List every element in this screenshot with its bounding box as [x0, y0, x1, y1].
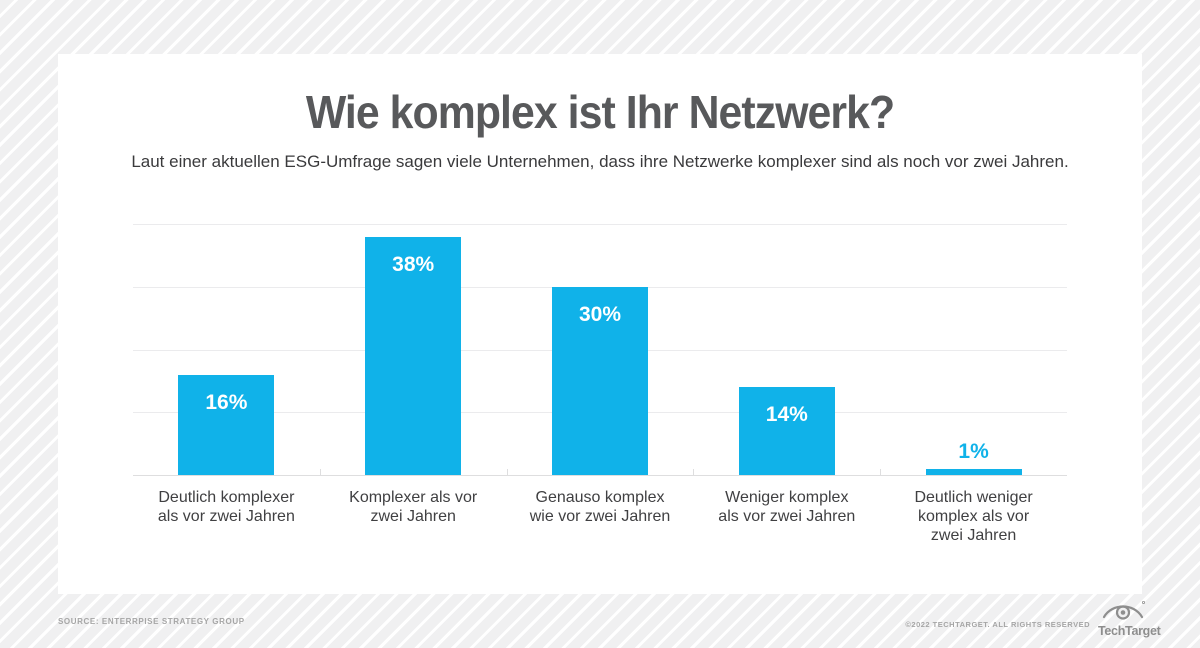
- bar-chart-column: 30% Genauso komplex wie vor zwei Jahren: [507, 225, 694, 525]
- x-axis-tick: [319, 469, 321, 476]
- bar-chart-column: 1% Deutlich weniger komplex als vor zwei …: [880, 225, 1067, 544]
- bar-chart-column: 16% Deutlich komplexer als vor zwei Jahre…: [133, 225, 320, 525]
- category-label: Deutlich weniger komplex als vor zwei Ja…: [914, 489, 1033, 544]
- bar: [551, 286, 648, 475]
- bar-value-label: 1%: [958, 439, 989, 463]
- footer: SOURCE: ENTERRPISE STRATEGY GROUP ©2022 …: [58, 594, 1161, 648]
- bar-value-label: 30%: [578, 302, 621, 326]
- category-label: Deutlich komplexer als vor zwei Jahren: [157, 489, 295, 525]
- bar-chart-plot-area: 16% Deutlich komplexer als vor zwei Jahre…: [133, 224, 1067, 544]
- gridline: [133, 224, 1067, 225]
- bar: [365, 236, 462, 475]
- source-text: SOURCE: ENTERRPISE STRATEGY GROUP: [58, 617, 245, 626]
- bar: [925, 468, 1022, 475]
- copyright-text: ©2022 TECHTARGET. ALL RIGHTS RESERVED: [905, 620, 1090, 629]
- x-axis-tick: [880, 469, 882, 476]
- x-axis-line: [133, 475, 1067, 476]
- bar: [178, 374, 275, 475]
- bar: [738, 387, 835, 475]
- category-label: Genauso komplex wie vor zwei Jahren: [529, 489, 671, 525]
- x-axis-tick: [506, 469, 508, 476]
- bar-value-label: 38%: [392, 252, 435, 276]
- bar-chart-column: 14% Weniger komplex als vor zwei Jahren: [693, 225, 880, 525]
- x-axis-tick: [693, 469, 695, 476]
- chart-title: Wie komplex ist Ihr Netzwerk?: [305, 86, 895, 138]
- techtarget-eye-icon: [1102, 601, 1146, 620]
- techtarget-logo: TechTarget: [1098, 599, 1161, 639]
- bar-value-label: 14%: [765, 403, 808, 427]
- techtarget-logo-text: TechTarget: [1098, 624, 1161, 638]
- bar-value-label: 16%: [205, 390, 248, 414]
- category-label: Komplexer als vor zwei Jahren: [349, 489, 478, 525]
- chart-subtitle: Laut einer aktuellen ESG-Umfrage sagen v…: [131, 152, 1069, 171]
- category-label: Weniger komplex als vor zwei Jahren: [718, 489, 856, 525]
- bar-chart-column: 38% Komplexer als vor zwei Jahren: [320, 225, 507, 525]
